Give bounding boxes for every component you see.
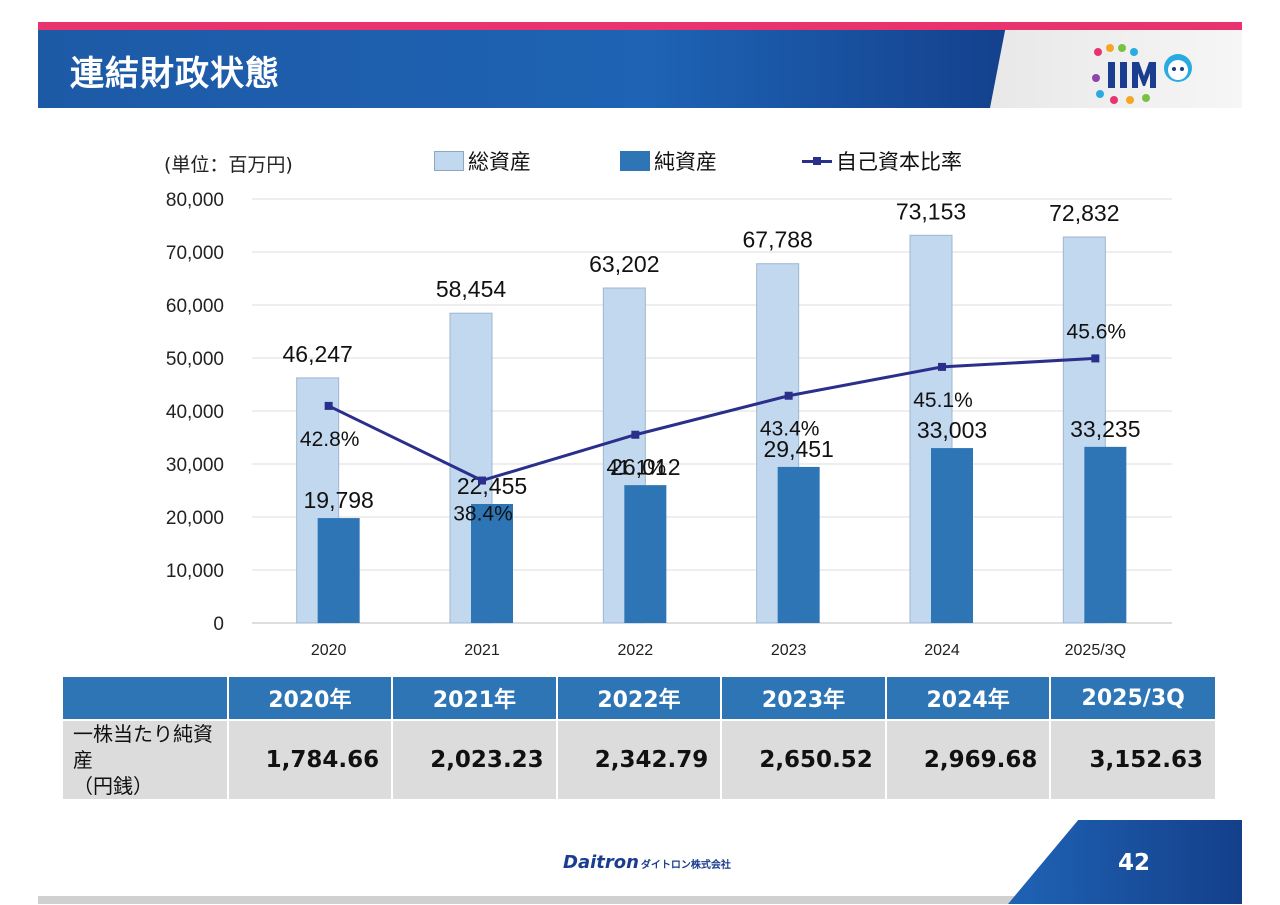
footer-brand-name: Daitron [563, 852, 639, 873]
bar-net-assets [471, 503, 513, 623]
legend-label-equity-ratio: 自己資本比率 [836, 150, 962, 174]
table-cell-2025-3q: 3,152.63 [1049, 719, 1215, 799]
header-accent-stripe [38, 22, 1242, 30]
legend-swatch-equity-ratio [802, 152, 832, 170]
data-label-net-assets: 29,451 [763, 436, 833, 462]
y-tick-label: 20,000 [166, 508, 224, 529]
x-tick-label: 2020 [311, 642, 347, 659]
header-bar [38, 30, 1058, 108]
series-line-equity-ratio [328, 356, 1096, 483]
table-cell-2023: 2,650.52 [720, 719, 886, 799]
company-anniversary-logo [1092, 44, 1192, 104]
unit-label: (単位：百万円) [164, 154, 293, 176]
legend-swatch-net-assets [620, 151, 650, 171]
page-number: 42 [1118, 850, 1151, 876]
x-tick-label: 2022 [618, 642, 654, 659]
table-row-label: 一株当たり純資産 （円銭） [63, 719, 228, 799]
data-label-net-assets: 26,012 [610, 454, 680, 480]
x-tick-label: 2024 [924, 642, 960, 659]
x-tick-label: 2023 [771, 642, 807, 659]
legend-net-assets: 純資産 [620, 146, 717, 176]
data-label-total-assets: 73,153 [896, 198, 966, 224]
data-label-equity-ratio: 45.1% [913, 389, 973, 412]
point-equity-ratio [1091, 354, 1100, 363]
data-label-net-assets: 33,235 [1070, 416, 1140, 442]
table-col-2025-3q: 2025/3Q [1049, 677, 1215, 720]
table-col-2022: 2022年 [555, 677, 722, 720]
y-tick-label: 0 [213, 614, 224, 635]
legend-label-total-assets: 総資産 [468, 150, 531, 174]
y-tick-label: 10,000 [166, 561, 224, 582]
table-cell-2022: 2,342.79 [555, 719, 722, 799]
footer-brand: Daitron ダイトロン株式会社 [563, 852, 731, 873]
legend-swatch-total-assets [434, 151, 464, 171]
table-col-2024: 2024年 [884, 677, 1051, 720]
data-label-net-assets: 33,003 [917, 417, 987, 443]
book-value-per-share-table: 2020年 2021年 2022年 2023年 2024年 2025/3Q 一株… [63, 677, 1215, 799]
page-title: 連結財政状態 [70, 54, 280, 94]
legend-equity-ratio: 自己資本比率 [802, 146, 962, 176]
point-equity-ratio [478, 476, 486, 485]
data-label-equity-ratio: 41.1% [607, 457, 667, 480]
bar-net-assets [777, 466, 820, 623]
x-tick-label: 2021 [464, 642, 500, 659]
data-label-total-assets: 72,832 [1049, 200, 1119, 226]
x-tick-label: 2025/3Q [1065, 642, 1126, 659]
footer-brand-jp: ダイトロン株式会社 [640, 860, 731, 871]
y-tick-label: 80,000 [166, 190, 224, 211]
data-label-equity-ratio: 43.4% [760, 418, 820, 441]
data-label-total-assets: 46,247 [282, 341, 352, 367]
y-tick-label: 60,000 [166, 296, 224, 317]
point-equity-ratio [324, 401, 333, 410]
data-label-equity-ratio: 38.4% [453, 503, 513, 526]
table-cell-2020: 1,784.66 [226, 719, 393, 799]
table-header-row: 2020年 2021年 2022年 2023年 2024年 2025/3Q [63, 677, 1215, 720]
table-col-2021: 2021年 [391, 677, 557, 720]
data-label-total-assets: 63,202 [589, 251, 659, 277]
point-equity-ratio [938, 362, 946, 371]
point-equity-ratio [631, 430, 640, 439]
table-col-2020: 2020年 [226, 677, 393, 720]
table-col-2023: 2023年 [720, 677, 886, 720]
bar-net-assets [931, 448, 973, 623]
bar-net-assets [624, 485, 667, 623]
data-label-net-assets: 19,798 [303, 487, 373, 513]
data-label-total-assets: 67,788 [742, 227, 812, 253]
bar-net-assets [1084, 446, 1127, 623]
row-label-line2: （円銭） [73, 774, 153, 798]
table-corner-cell [63, 677, 228, 720]
footer-stripe [38, 896, 1242, 904]
y-tick-label: 30,000 [166, 455, 224, 476]
data-label-equity-ratio: 45.6% [1067, 320, 1127, 343]
data-label-total-assets: 58,454 [436, 276, 507, 302]
y-tick-label: 50,000 [166, 349, 224, 370]
legend-total-assets: 総資産 [434, 146, 531, 176]
row-label-line1: 一株当たり純資産 [73, 722, 213, 772]
table-cell-2024: 2,969.68 [884, 719, 1051, 799]
data-label-equity-ratio: 42.8% [300, 428, 360, 451]
bar-net-assets [317, 518, 360, 623]
table-cell-2021: 2,023.23 [391, 719, 557, 799]
legend-label-net-assets: 純資産 [654, 150, 717, 174]
y-tick-label: 70,000 [166, 243, 224, 264]
y-tick-label: 40,000 [166, 402, 224, 423]
table-row: 一株当たり純資産 （円銭） 1,784.66 2,023.23 2,342.79… [63, 719, 1215, 799]
header-logo-area [990, 30, 1242, 108]
point-equity-ratio [784, 391, 793, 400]
